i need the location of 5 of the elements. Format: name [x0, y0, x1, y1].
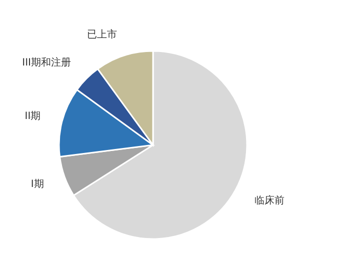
slice-label: I期 — [30, 178, 44, 190]
slice-label: 临床前 — [254, 194, 285, 207]
slice-label: III期和注册 — [22, 56, 71, 69]
slice-label: 已上市 — [87, 28, 118, 40]
slice-label: II期 — [24, 110, 41, 122]
